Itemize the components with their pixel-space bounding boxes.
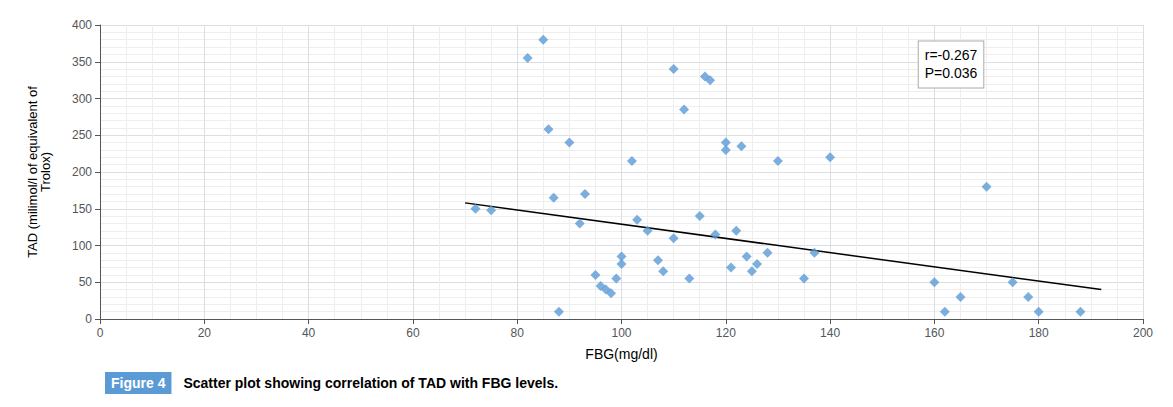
- svg-text:180: 180: [1029, 326, 1049, 340]
- svg-text:250: 250: [72, 128, 92, 142]
- svg-text:Scatter plot showing correlati: Scatter plot showing correlation of TAD …: [183, 375, 558, 391]
- svg-text:150: 150: [72, 202, 92, 216]
- svg-text:P=0.036: P=0.036: [925, 65, 978, 81]
- svg-text:200: 200: [1133, 326, 1153, 340]
- svg-text:120: 120: [716, 326, 736, 340]
- svg-text:50: 50: [79, 275, 93, 289]
- svg-text:80: 80: [511, 326, 525, 340]
- svg-text:60: 60: [406, 326, 420, 340]
- svg-text:200: 200: [72, 165, 92, 179]
- svg-text:400: 400: [72, 18, 92, 32]
- svg-text:350: 350: [72, 55, 92, 69]
- svg-text:r=-0.267: r=-0.267: [925, 47, 978, 63]
- svg-text:300: 300: [72, 92, 92, 106]
- svg-text:100: 100: [72, 239, 92, 253]
- svg-text:0: 0: [97, 326, 104, 340]
- svg-text:0: 0: [85, 312, 92, 326]
- svg-text:40: 40: [302, 326, 316, 340]
- svg-text:140: 140: [820, 326, 840, 340]
- svg-text:100: 100: [611, 326, 631, 340]
- svg-text:Figure 4: Figure 4: [111, 375, 166, 391]
- svg-text:20: 20: [198, 326, 212, 340]
- svg-text:FBG(mg/dl): FBG(mg/dl): [585, 346, 657, 362]
- svg-text:160: 160: [924, 326, 944, 340]
- svg-text:TAD (milimol/l of equivalent o: TAD (milimol/l of equivalent of: [25, 86, 40, 258]
- svg-text:Trolox): Trolox): [38, 152, 53, 192]
